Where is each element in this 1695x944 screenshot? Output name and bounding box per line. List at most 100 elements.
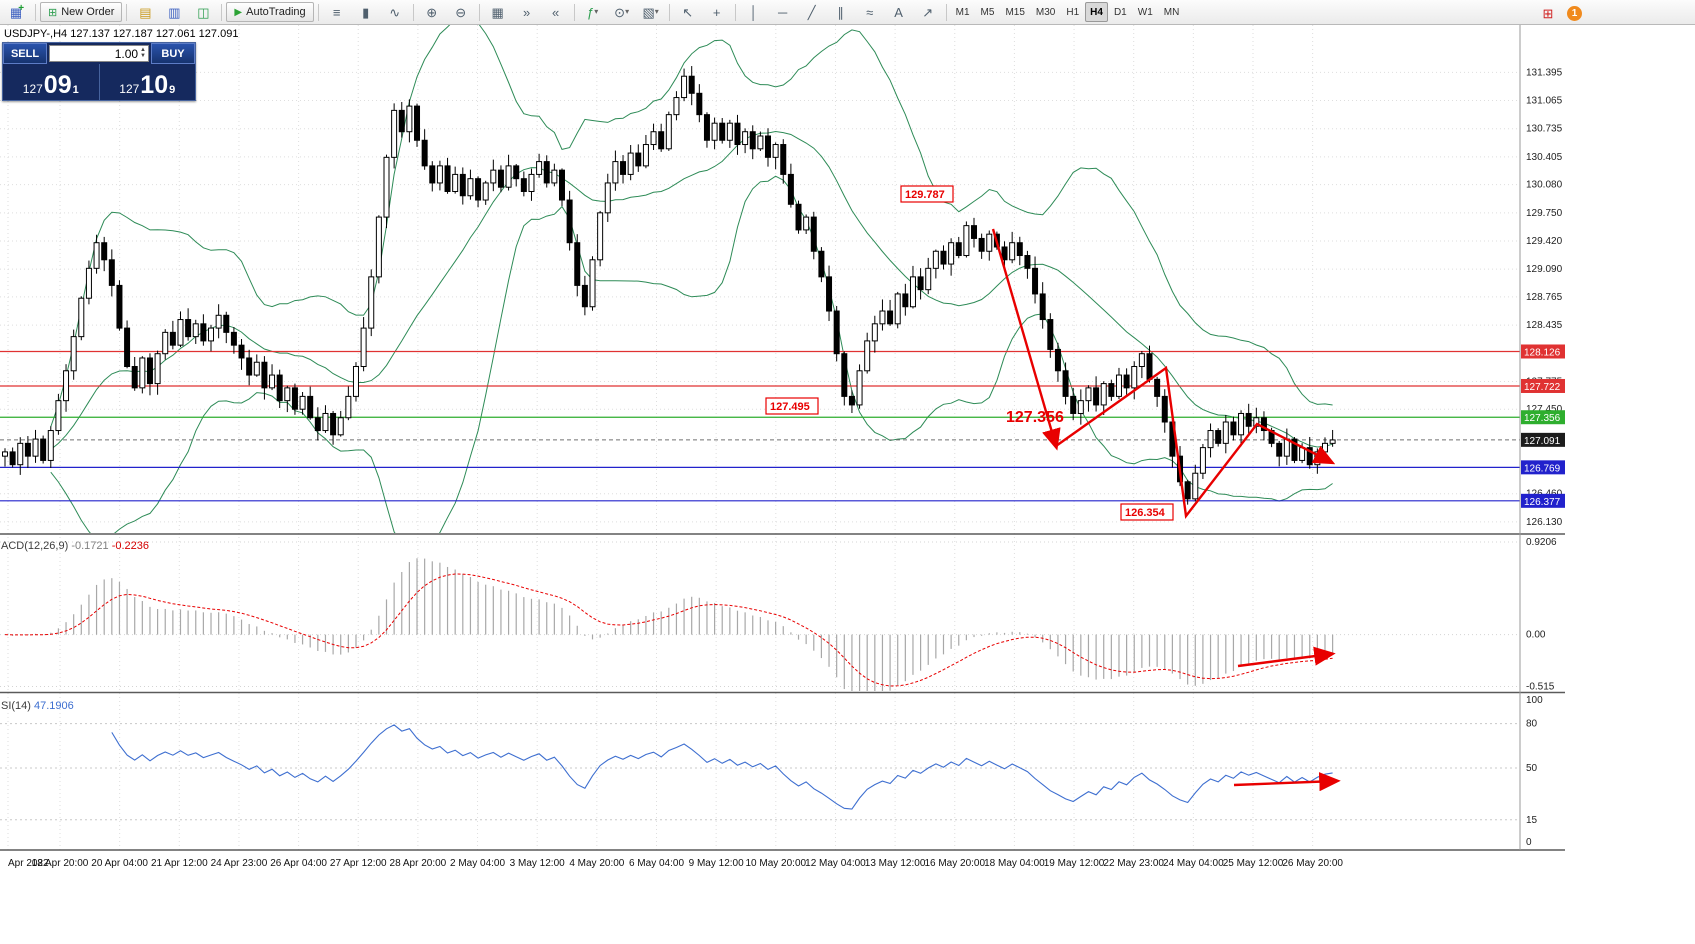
market-watch-icon[interactable]: ▥ (168, 4, 181, 20)
candle-chart-icon[interactable]: ▮ (362, 4, 370, 20)
macd-panel: 0.9206 0.00 -0.515 ACD(12,26,9) -0.1721 -0.… (0, 537, 1557, 692)
svg-text:127.091: 127.091 (1524, 436, 1561, 447)
timeframe-h4-button[interactable]: H4 (1085, 2, 1108, 22)
svg-text:127.450: 127.450 (1526, 404, 1563, 415)
svg-text:Apr 2022: Apr 2022 (8, 858, 49, 869)
text-icon[interactable]: A (894, 4, 903, 20)
price-divider (98, 64, 100, 100)
horizontal-line-icon[interactable]: ─ (778, 4, 788, 20)
chart-area: 131.395 131.065 130.735 130.405 130.080 129.7… (0, 25, 1695, 944)
svg-text:126.354: 126.354 (1125, 507, 1166, 519)
sell-button[interactable]: SELL (3, 43, 47, 64)
timeframe-d1-button[interactable]: D1 (1113, 6, 1127, 18)
notification-badge[interactable]: 1 (1567, 5, 1582, 21)
fibonacci-icon[interactable]: ≈ (866, 4, 874, 20)
svg-text:-0.515: -0.515 (1526, 681, 1555, 692)
volume-up-icon[interactable]: ▲ (140, 47, 146, 54)
svg-text:126.377: 126.377 (1524, 497, 1561, 508)
grid (0, 25, 1520, 850)
svg-text:126.769: 126.769 (1524, 463, 1561, 474)
svg-text:128.435: 128.435 (1526, 320, 1563, 331)
timeframe-h1-button[interactable]: H1 (1066, 6, 1080, 18)
svg-text:22 May 23:00: 22 May 23:00 (1103, 858, 1164, 869)
crosshair-icon[interactable]: + (712, 4, 721, 20)
svg-text:131.065: 131.065 (1526, 96, 1563, 107)
svg-text:130.735: 130.735 (1526, 124, 1563, 135)
svg-text:0: 0 (1526, 837, 1532, 848)
indicators-icon[interactable]: ƒ ▾ (587, 4, 599, 20)
auto-scroll-icon[interactable]: » (523, 4, 531, 20)
timeframe-m5-button[interactable]: M5 (980, 6, 995, 18)
timeframe-m15-button[interactable]: M15 (1005, 6, 1025, 18)
zoom-out-icon[interactable]: ⊖ (455, 4, 467, 20)
alert-icon[interactable]: ⊞ (1542, 5, 1554, 21)
svg-text:129.750: 129.750 (1526, 208, 1563, 219)
autotrading-label: AutoTrading (246, 6, 306, 18)
svg-text:4 May 20:00: 4 May 20:00 (569, 858, 624, 869)
svg-text:3 May 12:00: 3 May 12:00 (510, 858, 565, 869)
arrows-tool-icon[interactable]: ↗ (922, 4, 934, 20)
svg-text:13 May 12:00: 13 May 12:00 (865, 858, 926, 869)
svg-text:129.420: 129.420 (1526, 236, 1563, 247)
sell-price[interactable]: 127 09 1 (22, 70, 79, 99)
svg-text:20 Apr 04:00: 20 Apr 04:00 (91, 858, 148, 869)
svg-text:12 May 04:00: 12 May 04:00 (805, 858, 866, 869)
timeframe-m30-button[interactable]: M30 (1035, 6, 1056, 18)
svg-text:28 Apr 20:00: 28 Apr 20:00 (390, 858, 447, 869)
trendline-icon[interactable]: ╱ (807, 4, 816, 20)
svg-text:126.130: 126.130 (1526, 517, 1563, 528)
svg-text:127.495: 127.495 (770, 401, 810, 413)
svg-text:25 May 12:00: 25 May 12:00 (1223, 858, 1284, 869)
cursor-icon[interactable]: ↖ (682, 4, 694, 20)
volume-input[interactable]: 1.00 ▲ ▼ (49, 45, 149, 62)
chart-shift-icon[interactable]: « (552, 4, 560, 20)
svg-text:6 May 04:00: 6 May 04:00 (629, 858, 684, 869)
svg-text:21 Apr 12:00: 21 Apr 12:00 (151, 858, 208, 869)
volume-value: 1.00 (114, 46, 139, 61)
svg-text:131.395: 131.395 (1526, 67, 1563, 78)
autotrading-play-icon: ▶ (234, 6, 243, 18)
svg-text:127.356: 127.356 (1524, 413, 1561, 424)
tile-windows-icon[interactable]: ▦ (491, 4, 504, 20)
new-order-button[interactable]: ⊞ New Order (40, 2, 123, 22)
timeframe-w1-button[interactable]: W1 (1137, 6, 1153, 18)
svg-text:24 Apr 23:00: 24 Apr 23:00 (211, 858, 268, 869)
svg-text:26 Apr 04:00: 26 Apr 04:00 (270, 858, 327, 869)
volume-down-icon[interactable]: ▼ (140, 52, 146, 59)
svg-text:128.765: 128.765 (1526, 292, 1563, 303)
line-chart-icon[interactable]: ∿ (389, 4, 401, 20)
svg-text:129.787: 129.787 (905, 189, 945, 201)
svg-text:27 Apr 12:00: 27 Apr 12:00 (330, 858, 387, 869)
svg-text:50: 50 (1526, 763, 1538, 774)
chart-canvas[interactable]: 131.395 131.065 130.735 130.405 130.080 129.7… (0, 25, 1695, 905)
one-click-trading-widget: SELL 1.00 ▲ ▼ BUY 127 09 1 127 10 9 (2, 42, 196, 101)
autotrading-button[interactable]: ▶ AutoTrading (226, 2, 314, 22)
channel-icon[interactable]: ∥ (837, 4, 844, 20)
zoom-in-icon[interactable]: ⊕ (426, 4, 438, 20)
new-order-label: New Order (61, 6, 115, 18)
navigator-icon[interactable]: ◫ (197, 4, 210, 20)
rsi-label: SI(14) 47.1906 (1, 700, 74, 712)
svg-text:129.090: 129.090 (1526, 264, 1563, 275)
svg-text:128.126: 128.126 (1524, 347, 1561, 358)
svg-text:26 May 20:00: 26 May 20:00 (1282, 858, 1343, 869)
templates-icon[interactable]: ▧ ▾ (642, 4, 659, 20)
svg-text:24 May 04:00: 24 May 04:00 (1163, 858, 1224, 869)
buy-price[interactable]: 127 10 9 (119, 70, 176, 99)
level-lines (0, 350, 1520, 502)
svg-text:2 May 04:00: 2 May 04:00 (450, 858, 505, 869)
vertical-line-icon[interactable]: │ (749, 4, 758, 20)
bar-chart-icon[interactable]: ≡ (332, 4, 341, 20)
svg-text:15: 15 (1526, 815, 1538, 826)
profiles-icon[interactable]: ▤ (139, 4, 152, 20)
price-scale: 131.395 131.065 130.735 130.405 130.080 129.7… (1521, 67, 1565, 528)
new-chart-icon[interactable]: ▦ + (9, 2, 25, 20)
periods-icon[interactable]: ⊙ ▾ (614, 4, 630, 20)
buy-button[interactable]: BUY (151, 43, 195, 64)
svg-text:10 May 20:00: 10 May 20:00 (745, 858, 806, 869)
timeframe-m1-button[interactable]: M1 (955, 6, 970, 18)
timeframe-mn-button[interactable]: MN (1163, 6, 1180, 18)
svg-text:80: 80 (1526, 719, 1538, 730)
